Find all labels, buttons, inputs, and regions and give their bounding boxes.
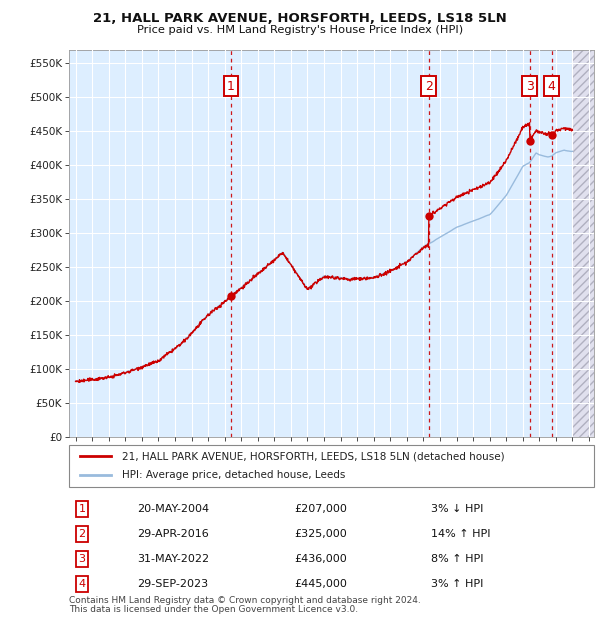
Text: Price paid vs. HM Land Registry's House Price Index (HPI): Price paid vs. HM Land Registry's House … — [137, 25, 463, 35]
Text: 8% ↑ HPI: 8% ↑ HPI — [431, 554, 484, 564]
Text: 3: 3 — [526, 80, 533, 93]
Text: 20-MAY-2004: 20-MAY-2004 — [137, 504, 209, 514]
FancyBboxPatch shape — [69, 445, 594, 487]
Bar — [572, 50, 594, 437]
Text: 3% ↓ HPI: 3% ↓ HPI — [431, 504, 484, 514]
Text: 4: 4 — [548, 80, 556, 93]
Text: 21, HALL PARK AVENUE, HORSFORTH, LEEDS, LS18 5LN: 21, HALL PARK AVENUE, HORSFORTH, LEEDS, … — [93, 12, 507, 25]
Text: 2: 2 — [79, 529, 86, 539]
Text: This data is licensed under the Open Government Licence v3.0.: This data is licensed under the Open Gov… — [69, 604, 358, 614]
Text: HPI: Average price, detached house, Leeds: HPI: Average price, detached house, Leed… — [121, 470, 345, 480]
Text: 31-MAY-2022: 31-MAY-2022 — [137, 554, 209, 564]
Text: 2: 2 — [425, 80, 433, 93]
Text: £445,000: £445,000 — [295, 579, 347, 589]
Text: 4: 4 — [79, 579, 86, 589]
Text: 3% ↑ HPI: 3% ↑ HPI — [431, 579, 484, 589]
Text: 3: 3 — [79, 554, 86, 564]
Text: 1: 1 — [227, 80, 235, 93]
Bar — [69, 50, 572, 437]
Text: 1: 1 — [79, 504, 86, 514]
Text: £325,000: £325,000 — [295, 529, 347, 539]
Text: £436,000: £436,000 — [295, 554, 347, 564]
Text: Contains HM Land Registry data © Crown copyright and database right 2024.: Contains HM Land Registry data © Crown c… — [69, 596, 421, 605]
Text: 14% ↑ HPI: 14% ↑ HPI — [431, 529, 491, 539]
Text: 29-SEP-2023: 29-SEP-2023 — [137, 579, 208, 589]
Text: £207,000: £207,000 — [295, 504, 347, 514]
Text: 21, HALL PARK AVENUE, HORSFORTH, LEEDS, LS18 5LN (detached house): 21, HALL PARK AVENUE, HORSFORTH, LEEDS, … — [121, 451, 504, 461]
Text: 29-APR-2016: 29-APR-2016 — [137, 529, 209, 539]
Bar — [572, 50, 594, 437]
